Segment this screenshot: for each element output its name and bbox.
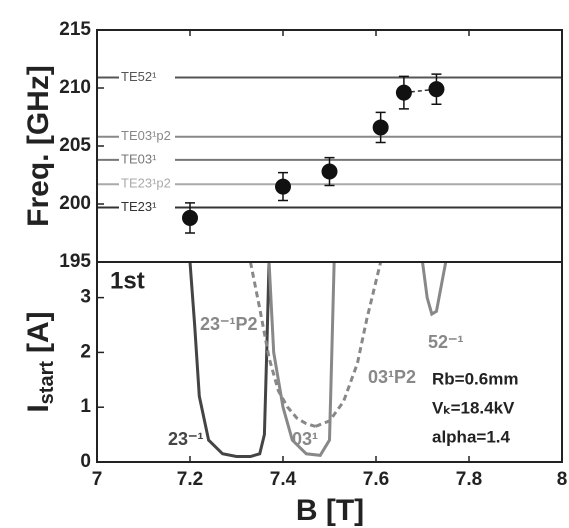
y-tick-label: 2 bbox=[80, 341, 91, 362]
y-tick-label: 0 bbox=[80, 451, 91, 472]
annotation: alpha=1.4 bbox=[432, 427, 511, 446]
curve-label: 23⁻¹ bbox=[168, 429, 204, 449]
y-label-unit: [A] bbox=[22, 311, 55, 353]
x-tick-label: 7 bbox=[92, 469, 103, 490]
reference-label: TE52¹ bbox=[121, 69, 157, 84]
x-tick-label: 8 bbox=[557, 469, 568, 490]
data-point bbox=[321, 163, 338, 180]
y-tick-label: 1 bbox=[80, 396, 91, 417]
x-tick-label: 7.4 bbox=[270, 469, 297, 490]
curve bbox=[188, 261, 271, 459]
data-point bbox=[428, 81, 445, 98]
curve-label: 03¹P2 bbox=[368, 367, 416, 387]
curve bbox=[315, 261, 383, 428]
y-tick-label: 210 bbox=[59, 77, 91, 98]
connector bbox=[403, 88, 437, 94]
data-point bbox=[395, 84, 412, 101]
data-point bbox=[182, 209, 198, 226]
bottom-y-label: Istart [A] bbox=[22, 311, 58, 412]
curve-label: 03¹ bbox=[292, 429, 318, 449]
curve bbox=[267, 261, 336, 458]
data-point bbox=[372, 119, 389, 136]
annotation: Rb=0.6mm bbox=[432, 369, 518, 388]
y-tick-label: 215 bbox=[59, 19, 91, 40]
y-tick-label: 200 bbox=[59, 193, 91, 214]
y-tick-label: 195 bbox=[59, 251, 91, 272]
top-y-label: Freq. [GHz] bbox=[22, 65, 55, 227]
curve-label: 52⁻¹ bbox=[428, 332, 464, 352]
reference-label: TE03¹p2 bbox=[121, 128, 171, 143]
y-label-sub: start bbox=[36, 361, 58, 405]
y-tick-label: 205 bbox=[59, 135, 91, 156]
curve bbox=[421, 261, 448, 317]
annotation: Vₖ=18.4kV bbox=[432, 398, 515, 417]
x-tick-label: 7.2 bbox=[177, 469, 203, 490]
reference-label: TE23¹p2 bbox=[121, 176, 171, 191]
y-tick-label: 3 bbox=[80, 287, 91, 308]
y-label-main: I bbox=[22, 404, 55, 412]
x-label: B [T] bbox=[296, 494, 364, 527]
annotation: 1st bbox=[110, 267, 145, 294]
reference-label: TE23¹ bbox=[121, 199, 157, 214]
curve-label: 23⁻¹P2 bbox=[200, 314, 258, 334]
data-point bbox=[275, 178, 291, 195]
plot-frame bbox=[96, 29, 563, 263]
reference-label: TE03¹ bbox=[121, 151, 157, 166]
plot-frame bbox=[96, 261, 563, 463]
x-tick-label: 7.8 bbox=[456, 469, 482, 490]
x-tick-label: 7.6 bbox=[363, 469, 389, 490]
